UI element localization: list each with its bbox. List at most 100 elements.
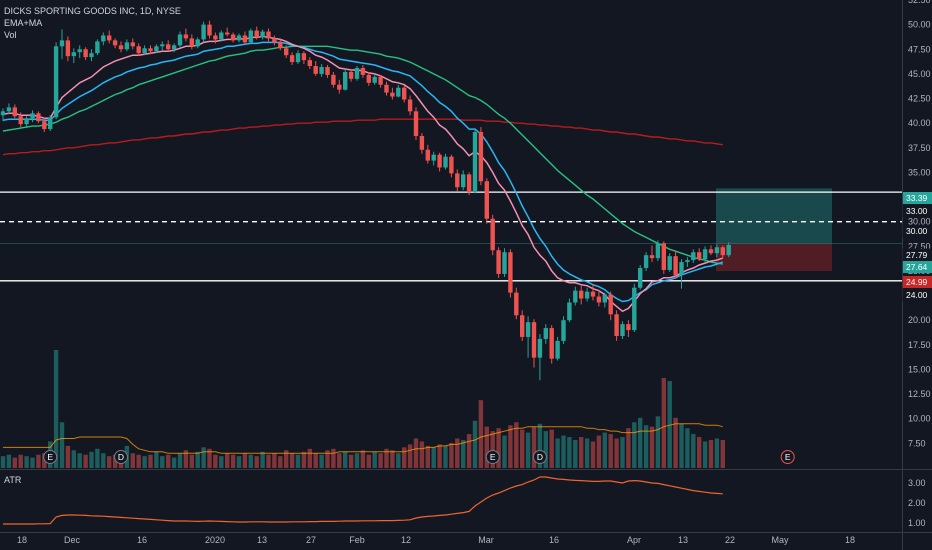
candle[interactable] xyxy=(289,52,295,66)
candle[interactable] xyxy=(525,316,531,358)
candle[interactable] xyxy=(6,103,12,115)
position-stop-zone[interactable] xyxy=(716,243,832,272)
event-marker-d[interactable]: D xyxy=(532,450,547,464)
event-marker-e[interactable]: E xyxy=(43,450,58,464)
candle[interactable] xyxy=(118,41,124,53)
candle[interactable] xyxy=(461,170,466,191)
candle[interactable] xyxy=(602,292,607,308)
candle[interactable] xyxy=(24,116,29,129)
candle[interactable] xyxy=(230,32,236,43)
candle[interactable] xyxy=(272,35,277,46)
candle[interactable] xyxy=(537,334,543,381)
candle[interactable] xyxy=(407,95,413,116)
candle[interactable] xyxy=(508,249,513,298)
candle[interactable] xyxy=(584,287,590,302)
candle[interactable] xyxy=(520,310,525,341)
candle[interactable] xyxy=(225,27,230,37)
candle[interactable] xyxy=(691,249,696,264)
candle[interactable] xyxy=(307,57,312,69)
candle[interactable] xyxy=(260,29,265,40)
candle[interactable] xyxy=(549,325,554,364)
candle[interactable] xyxy=(42,117,47,133)
candle[interactable] xyxy=(77,45,82,59)
sma-long-line[interactable] xyxy=(2,118,723,156)
candle[interactable] xyxy=(490,214,495,256)
candle[interactable] xyxy=(478,127,484,186)
candle[interactable] xyxy=(685,257,690,268)
candle[interactable] xyxy=(343,68,348,91)
candle[interactable] xyxy=(71,48,76,64)
candle[interactable] xyxy=(384,81,389,96)
candle[interactable] xyxy=(171,43,177,53)
candle[interactable] xyxy=(673,250,678,279)
candle[interactable] xyxy=(107,30,112,44)
candle[interactable] xyxy=(638,265,643,290)
candle[interactable] xyxy=(402,85,407,103)
indicator-volume-label[interactable]: Vol xyxy=(4,30,17,40)
candle[interactable] xyxy=(59,29,65,60)
candle[interactable] xyxy=(12,104,17,119)
candle[interactable] xyxy=(708,245,714,256)
candle[interactable] xyxy=(348,68,354,82)
candle[interactable] xyxy=(466,172,472,196)
candle[interactable] xyxy=(655,240,661,262)
candle[interactable] xyxy=(378,74,383,88)
candle[interactable] xyxy=(514,287,519,320)
candle[interactable] xyxy=(242,31,248,45)
atr-line[interactable] xyxy=(3,476,723,525)
candle[interactable] xyxy=(148,45,153,55)
candle[interactable] xyxy=(649,245,655,263)
candle[interactable] xyxy=(213,32,218,44)
candle[interactable] xyxy=(18,112,23,128)
candle[interactable] xyxy=(254,26,259,40)
candle[interactable] xyxy=(502,248,507,277)
candle[interactable] xyxy=(136,43,141,57)
event-marker-d[interactable]: D xyxy=(114,450,128,464)
candle[interactable] xyxy=(83,47,88,61)
candle[interactable] xyxy=(160,41,165,51)
candle[interactable] xyxy=(561,316,566,344)
candle[interactable] xyxy=(614,310,619,341)
candle[interactable] xyxy=(484,178,489,224)
candles[interactable] xyxy=(0,20,731,381)
candle[interactable] xyxy=(313,61,318,76)
price-tag-24.99[interactable]: 24.99 xyxy=(903,276,932,288)
candle[interactable] xyxy=(360,65,366,78)
candle[interactable] xyxy=(726,242,731,258)
candle[interactable] xyxy=(543,324,548,344)
candle[interactable] xyxy=(53,42,59,120)
candle[interactable] xyxy=(354,66,360,81)
candle[interactable] xyxy=(295,50,301,65)
candle[interactable] xyxy=(207,20,212,39)
candle[interactable] xyxy=(643,252,649,271)
candle[interactable] xyxy=(236,33,242,43)
price-tag-30.00[interactable]: 30.00 xyxy=(902,224,932,238)
candle[interactable] xyxy=(667,253,672,272)
candle[interactable] xyxy=(30,110,35,123)
candle[interactable] xyxy=(496,247,501,278)
candle[interactable] xyxy=(632,283,637,333)
candle[interactable] xyxy=(661,241,666,274)
candle[interactable] xyxy=(455,169,460,192)
candle[interactable] xyxy=(390,87,395,100)
candle[interactable] xyxy=(626,320,631,337)
candle[interactable] xyxy=(431,151,436,166)
candle[interactable] xyxy=(567,298,572,323)
candle[interactable] xyxy=(124,39,130,52)
candle[interactable] xyxy=(443,153,448,170)
candle[interactable] xyxy=(219,30,224,42)
candle[interactable] xyxy=(112,38,118,49)
candle[interactable] xyxy=(201,21,206,42)
candle[interactable] xyxy=(472,128,478,194)
candle[interactable] xyxy=(284,45,289,59)
candle[interactable] xyxy=(714,244,720,258)
candle[interactable] xyxy=(189,34,194,50)
candle[interactable] xyxy=(425,144,430,164)
candle[interactable] xyxy=(154,44,159,54)
candle[interactable] xyxy=(337,79,342,94)
candle[interactable] xyxy=(101,32,106,46)
symbol-title[interactable]: DICKS SPORTING GOODS INC, 1D, NYSE xyxy=(4,6,181,16)
price-tag-33.39[interactable]: 33.39 xyxy=(903,192,932,204)
candle[interactable] xyxy=(697,248,702,262)
candle[interactable] xyxy=(702,246,708,263)
